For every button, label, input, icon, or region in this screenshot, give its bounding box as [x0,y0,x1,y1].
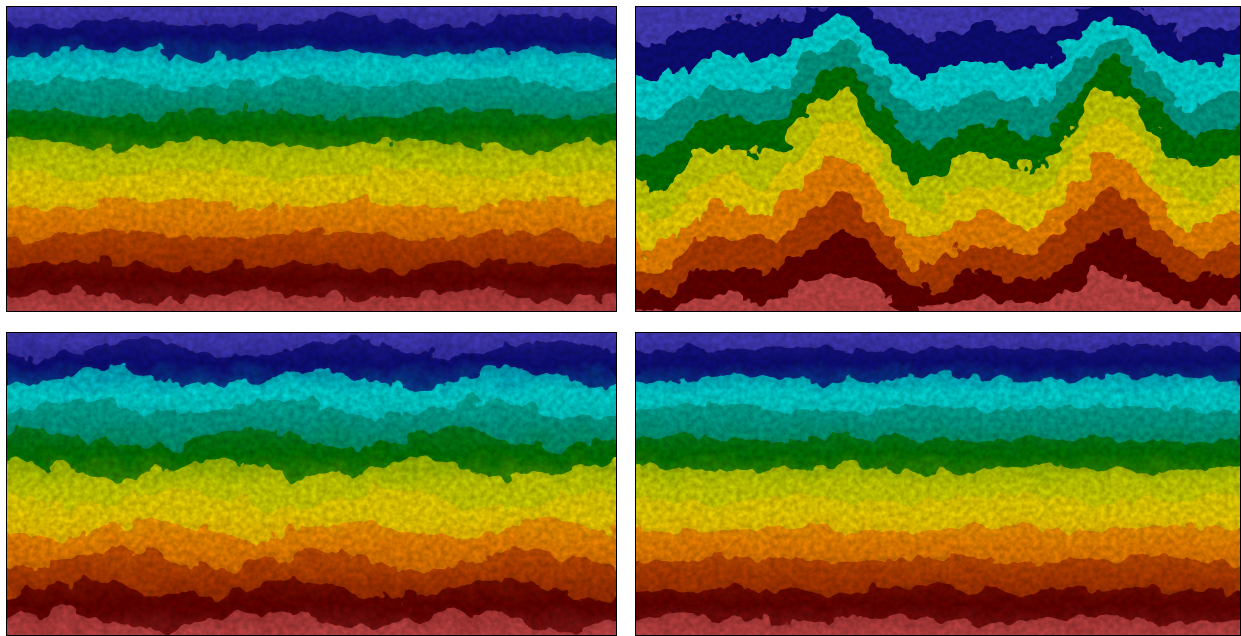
field-image-top-right [636,7,1240,311]
panel-top-left [6,6,617,312]
panel-bottom-left [6,332,617,636]
panel-top-right [635,6,1241,312]
field-image-top-left [7,7,616,311]
field-image-bottom-right [636,333,1240,635]
panel-bottom-right [635,332,1241,636]
field-image-bottom-left [7,333,616,635]
